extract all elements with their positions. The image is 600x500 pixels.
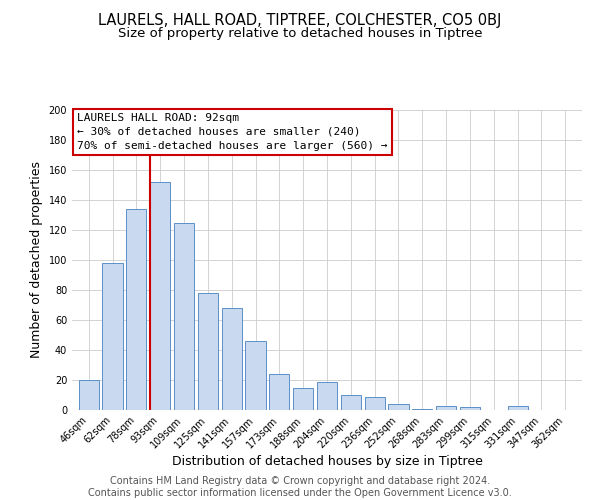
Text: Contains HM Land Registry data © Crown copyright and database right 2024.
Contai: Contains HM Land Registry data © Crown c… xyxy=(88,476,512,498)
Bar xyxy=(126,209,146,410)
Bar xyxy=(412,408,433,410)
Bar xyxy=(341,395,361,410)
Bar xyxy=(436,406,456,410)
Bar xyxy=(293,388,313,410)
Y-axis label: Number of detached properties: Number of detached properties xyxy=(30,162,43,358)
Bar xyxy=(317,382,337,410)
Bar xyxy=(245,341,266,410)
X-axis label: Distribution of detached houses by size in Tiptree: Distribution of detached houses by size … xyxy=(172,456,482,468)
Text: Size of property relative to detached houses in Tiptree: Size of property relative to detached ho… xyxy=(118,28,482,40)
Bar xyxy=(460,407,480,410)
Bar xyxy=(79,380,99,410)
Text: LAURELS HALL ROAD: 92sqm
← 30% of detached houses are smaller (240)
70% of semi-: LAURELS HALL ROAD: 92sqm ← 30% of detach… xyxy=(77,113,388,151)
Bar xyxy=(269,374,289,410)
Bar xyxy=(388,404,409,410)
Bar xyxy=(221,308,242,410)
Bar xyxy=(150,182,170,410)
Bar xyxy=(103,263,122,410)
Bar xyxy=(198,293,218,410)
Text: LAURELS, HALL ROAD, TIPTREE, COLCHESTER, CO5 0BJ: LAURELS, HALL ROAD, TIPTREE, COLCHESTER,… xyxy=(98,12,502,28)
Bar xyxy=(508,406,528,410)
Bar xyxy=(174,222,194,410)
Bar xyxy=(365,396,385,410)
